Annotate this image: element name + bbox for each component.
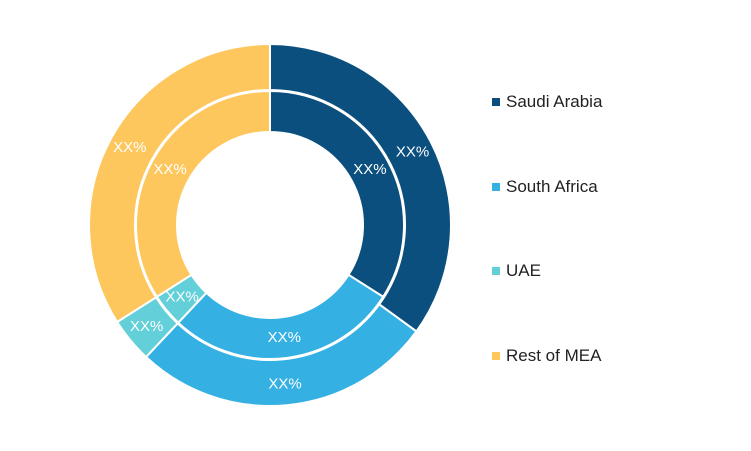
legend-item-uae: UAE [492,257,732,285]
legend-swatch-rest-of-mea [492,351,500,360]
legend-item-saudi-arabia: Saudi Arabia [492,88,732,116]
inner-label-rest-of-mea: XX% [153,161,186,178]
legend-item-south-africa: South Africa [492,173,732,201]
legend-swatch-saudi-arabia [492,98,500,106]
slice-labels: XX%XX%XX%XX%XX%XX%XX%XX% [113,139,429,392]
outer-label-saudi-arabia: XX% [396,143,429,160]
legend-label-south-africa: South Africa [506,176,598,196]
legend-swatch-south-africa [492,182,500,191]
inner-label-uae: XX% [165,289,198,306]
inner-slice-rest-of-mea [135,89,271,299]
inner-ring [135,89,405,360]
inner-label-south-africa: XX% [268,329,301,346]
inner-slice-saudi-arabia [269,89,405,299]
inner-label-saudi-arabia: XX% [353,161,386,178]
outer-label-south-africa: XX% [268,375,301,392]
legend-label-uae: UAE [506,261,541,280]
outer-label-rest-of-mea: XX% [113,139,146,156]
legend-swatch-uae [492,267,500,275]
legend-item-rest-of-mea: Rest of MEA [492,342,732,370]
legend: Saudi Arabia South Africa UAE Rest of ME… [492,88,732,426]
legend-label-rest-of-mea: Rest of MEA [506,345,602,365]
legend-label-saudi-arabia: Saudi Arabia [506,92,603,111]
outer-label-uae: XX% [130,318,163,335]
